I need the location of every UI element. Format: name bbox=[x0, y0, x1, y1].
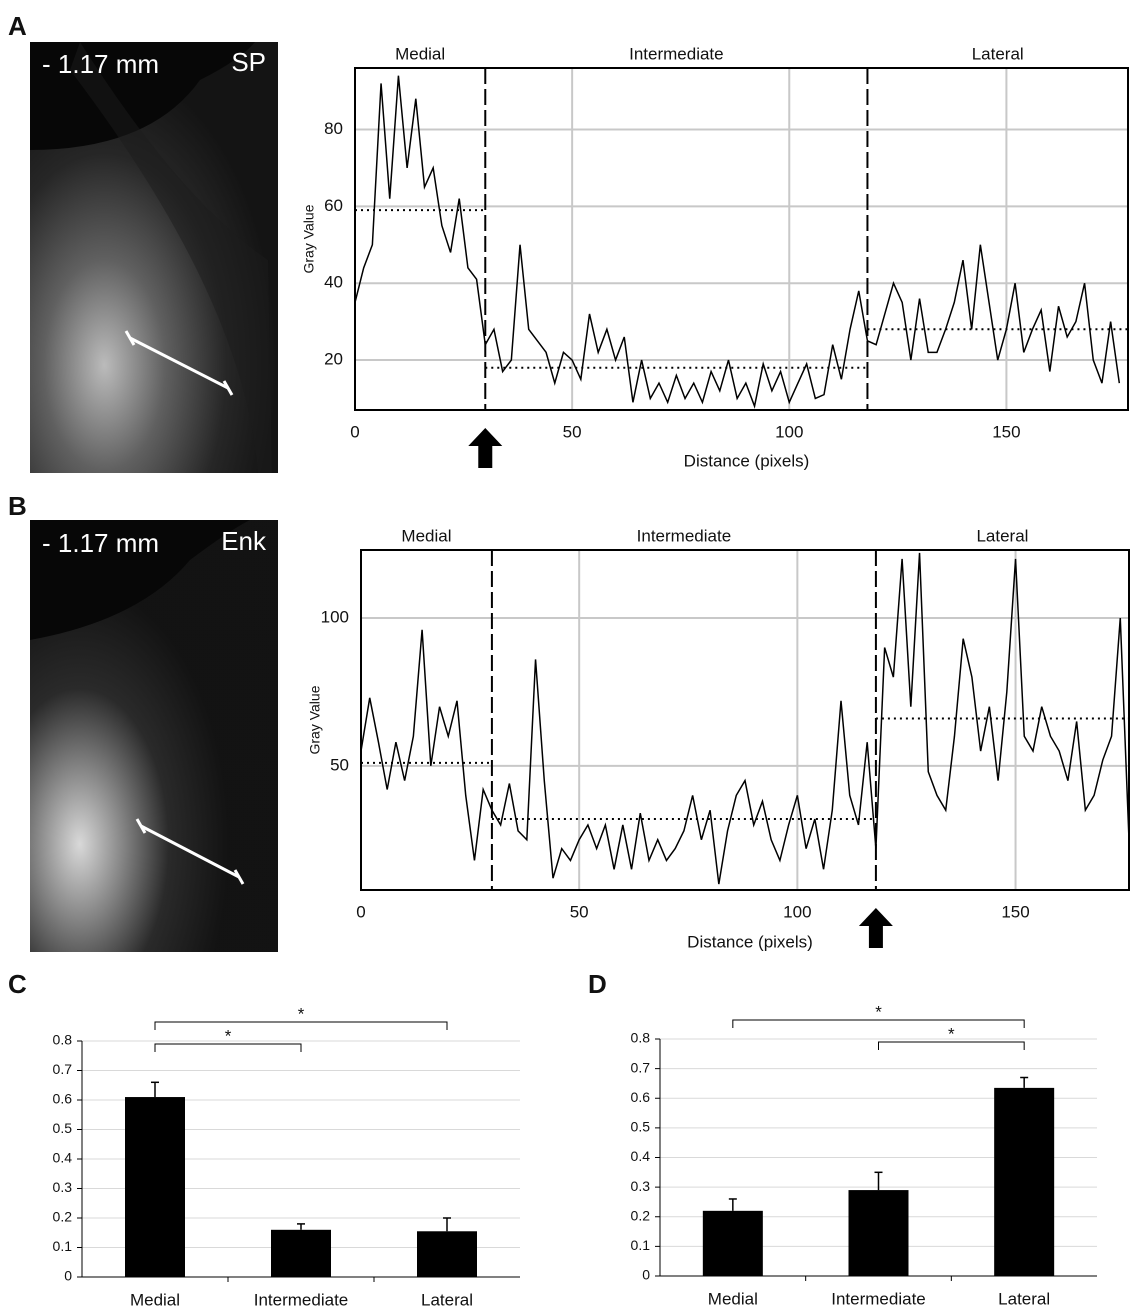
panel-letter: D bbox=[588, 969, 607, 999]
y-tick-label: 0.2 bbox=[631, 1207, 651, 1223]
y-tick-label: 60 bbox=[324, 196, 343, 215]
y-tick-label: 50 bbox=[330, 755, 349, 774]
bar bbox=[994, 1087, 1055, 1276]
region-label: Intermediate bbox=[637, 526, 732, 545]
image-stain: Enk bbox=[221, 526, 267, 556]
y-tick-label: 0.1 bbox=[53, 1238, 73, 1254]
y-tick-label: 0 bbox=[64, 1268, 72, 1284]
x-tick-label: Medial bbox=[130, 1290, 180, 1309]
x-tick-label: Intermediate bbox=[254, 1290, 349, 1309]
y-tick-label: 0.4 bbox=[53, 1150, 73, 1166]
panel-letter: A bbox=[8, 11, 27, 41]
x-axis-title: Distance (pixels) bbox=[684, 451, 810, 470]
region-label: Medial bbox=[395, 44, 445, 63]
x-tick-label: 50 bbox=[570, 902, 589, 921]
y-tick-label: 0.7 bbox=[53, 1061, 73, 1077]
x-tick-label: 50 bbox=[563, 422, 582, 441]
x-axis-title: Distance (pixels) bbox=[687, 932, 813, 951]
panel-letter: C bbox=[8, 969, 27, 999]
x-tick-label: 0 bbox=[350, 422, 359, 441]
y-tick-label: 0.7 bbox=[631, 1059, 651, 1075]
y-tick-label: 40 bbox=[324, 273, 343, 292]
x-tick-label: 100 bbox=[783, 902, 811, 921]
bar bbox=[848, 1190, 909, 1276]
x-tick-label: 0 bbox=[356, 902, 365, 921]
significance-label: * bbox=[298, 1004, 305, 1023]
significance-label: * bbox=[948, 1024, 955, 1043]
region-label: Medial bbox=[401, 526, 451, 545]
y-tick-label: 0.5 bbox=[53, 1120, 73, 1136]
image-b: - 1.17 mm Enk bbox=[30, 520, 278, 952]
arrow bbox=[468, 428, 503, 468]
bar bbox=[125, 1097, 185, 1277]
image-stain: SP bbox=[231, 47, 266, 77]
y-tick-label: 0 bbox=[642, 1267, 650, 1283]
y-tick-label: 0.6 bbox=[53, 1091, 73, 1107]
bar bbox=[271, 1229, 331, 1277]
panel-letter: B bbox=[8, 491, 27, 521]
plot-frame bbox=[360, 549, 1130, 891]
region-label: Lateral bbox=[976, 526, 1028, 545]
bar bbox=[417, 1231, 477, 1277]
profile-line bbox=[355, 75, 1121, 409]
significance-bracket bbox=[154, 1021, 448, 1030]
significance-label: * bbox=[875, 1002, 882, 1021]
y-tick-label: 0.6 bbox=[631, 1089, 651, 1105]
bar bbox=[702, 1210, 763, 1276]
x-tick-label: Lateral bbox=[421, 1290, 473, 1309]
region-label: Intermediate bbox=[629, 44, 724, 63]
y-axis-title: Gray Value bbox=[307, 685, 323, 754]
y-tick-label: 80 bbox=[324, 119, 343, 138]
y-tick-label: 100 bbox=[321, 607, 349, 626]
y-tick-label: 0.5 bbox=[631, 1119, 651, 1135]
x-tick-label: 150 bbox=[1001, 902, 1029, 921]
y-tick-label: 20 bbox=[324, 350, 343, 369]
y-tick-label: 0.8 bbox=[53, 1032, 73, 1048]
plot-frame bbox=[354, 67, 1129, 411]
image-depth: - 1.17 mm bbox=[42, 528, 159, 558]
y-axis-title: Gray Value bbox=[301, 204, 317, 273]
significance-bracket bbox=[154, 1043, 302, 1052]
y-tick-label: 0.1 bbox=[631, 1237, 651, 1253]
significance-bracket bbox=[732, 1019, 1025, 1028]
y-tick-label: 0.4 bbox=[631, 1148, 651, 1164]
x-tick-label: 100 bbox=[775, 422, 803, 441]
x-tick-label: 150 bbox=[992, 422, 1020, 441]
significance-bracket bbox=[878, 1041, 1025, 1050]
x-tick-label: Lateral bbox=[998, 1289, 1050, 1308]
profile-line bbox=[361, 552, 1129, 885]
arrow bbox=[858, 908, 893, 948]
y-tick-label: 0.3 bbox=[631, 1178, 651, 1194]
y-tick-label: 0.8 bbox=[631, 1030, 651, 1046]
x-tick-label: Medial bbox=[708, 1289, 758, 1308]
x-tick-label: Intermediate bbox=[831, 1289, 926, 1308]
significance-label: * bbox=[225, 1026, 232, 1045]
y-tick-label: 0.3 bbox=[53, 1179, 73, 1195]
image-depth: - 1.17 mm bbox=[42, 49, 159, 79]
region-label: Lateral bbox=[972, 44, 1024, 63]
image-a: - 1.17 mm SP bbox=[30, 42, 278, 473]
y-tick-label: 0.2 bbox=[53, 1209, 73, 1225]
